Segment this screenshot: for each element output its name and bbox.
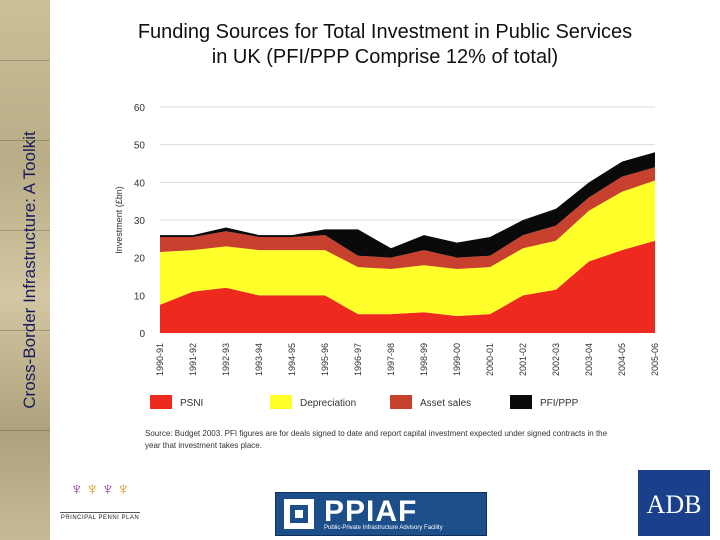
people-figures-icon: ♆ ♆ ♆ ♆ <box>70 479 130 499</box>
chart-title: Funding Sources for Total Investment in … <box>70 20 700 70</box>
x-ticks: 1990-91 1991-92 1992-93 1993-94 1994-95 1995-… <box>155 343 660 376</box>
y-tick-label: 20 <box>134 254 146 265</box>
ppiaf-brand: PPIAF <box>324 495 418 528</box>
y-tick-label: 50 <box>134 141 146 152</box>
x-tick-label: 2001-02 <box>518 343 528 376</box>
x-tick-label: 2004-05 <box>617 343 627 376</box>
y-tick-label: 30 <box>134 216 146 227</box>
legend: PSNI Depreciation Asset sales PFI/PPP <box>150 395 579 409</box>
y-tick-label: 60 <box>134 103 146 114</box>
legend-swatch <box>150 395 172 409</box>
x-tick-label: 1999-00 <box>452 343 462 376</box>
x-tick-label: 1991-92 <box>188 343 198 376</box>
y-tick-label: 0 <box>139 329 145 340</box>
y-tick-label: 10 <box>134 291 146 302</box>
x-tick-label: 2000-01 <box>485 343 495 376</box>
x-tick-label: 1992-93 <box>221 343 231 376</box>
y-ticks: 0 10 20 30 40 50 60 <box>134 103 146 340</box>
area-series <box>160 152 655 333</box>
x-tick-label: 2002-03 <box>551 343 561 376</box>
area-asset-sales <box>160 167 655 269</box>
legend-label: Asset sales <box>420 398 471 409</box>
legend-label: Depreciation <box>300 398 356 409</box>
legend-swatch <box>390 395 412 409</box>
x-tick-label: 1990-91 <box>155 343 165 376</box>
left-logo: ♆ ♆ ♆ ♆ PRINCIPAL PENNI PLAN <box>60 478 140 534</box>
x-tick-label: 2003-04 <box>584 343 594 376</box>
adb-logo-text: ADB <box>646 490 702 519</box>
ppiaf-mark-icon <box>284 499 314 529</box>
y-axis-label: Investment (£bn) <box>114 186 124 254</box>
chart-title-line-1: Funding Sources for Total Investment in … <box>137 21 633 43</box>
x-tick-label: 1997-98 <box>386 343 396 376</box>
ppiaf-logo: PPIAF Public-Private Infrastructure Advi… <box>275 492 487 536</box>
area-depreciation <box>160 180 655 317</box>
x-tick-label: 1995-96 <box>320 343 330 376</box>
legend-label: PSNI <box>180 398 203 409</box>
side-title: Cross-Border Infrastructure: A Toolkit <box>20 90 42 450</box>
left-logo-caption: PRINCIPAL PENNI PLAN <box>60 512 140 521</box>
legend-swatch <box>270 395 292 409</box>
source-note: Source: Budget 2003. PFI figures are for… <box>145 429 608 450</box>
x-tick-label: 1996-97 <box>353 343 363 376</box>
x-tick-label: 1994-95 <box>287 343 297 376</box>
x-tick-label: 1993-94 <box>254 343 264 376</box>
legend-swatch <box>510 395 532 409</box>
chart-title-line-2: in UK (PFI/PPP Comprise 12% of total) <box>211 46 559 68</box>
legend-label: PFI/PPP <box>540 398 579 409</box>
side-title-text: Cross-Border Infrastructure: A Toolkit <box>20 131 39 409</box>
area-psni <box>160 240 655 333</box>
adb-logo: ADB <box>638 470 710 536</box>
y-tick-label: 40 <box>134 178 146 189</box>
area-pfi-ppp <box>160 152 655 258</box>
ppiaf-subtitle: Public-Private Infrastructure Advisory F… <box>324 525 443 531</box>
x-tick-label: 1998-99 <box>419 343 429 376</box>
side-decoration-strip <box>0 0 50 540</box>
x-tick-label: 2005-06 <box>650 343 660 376</box>
